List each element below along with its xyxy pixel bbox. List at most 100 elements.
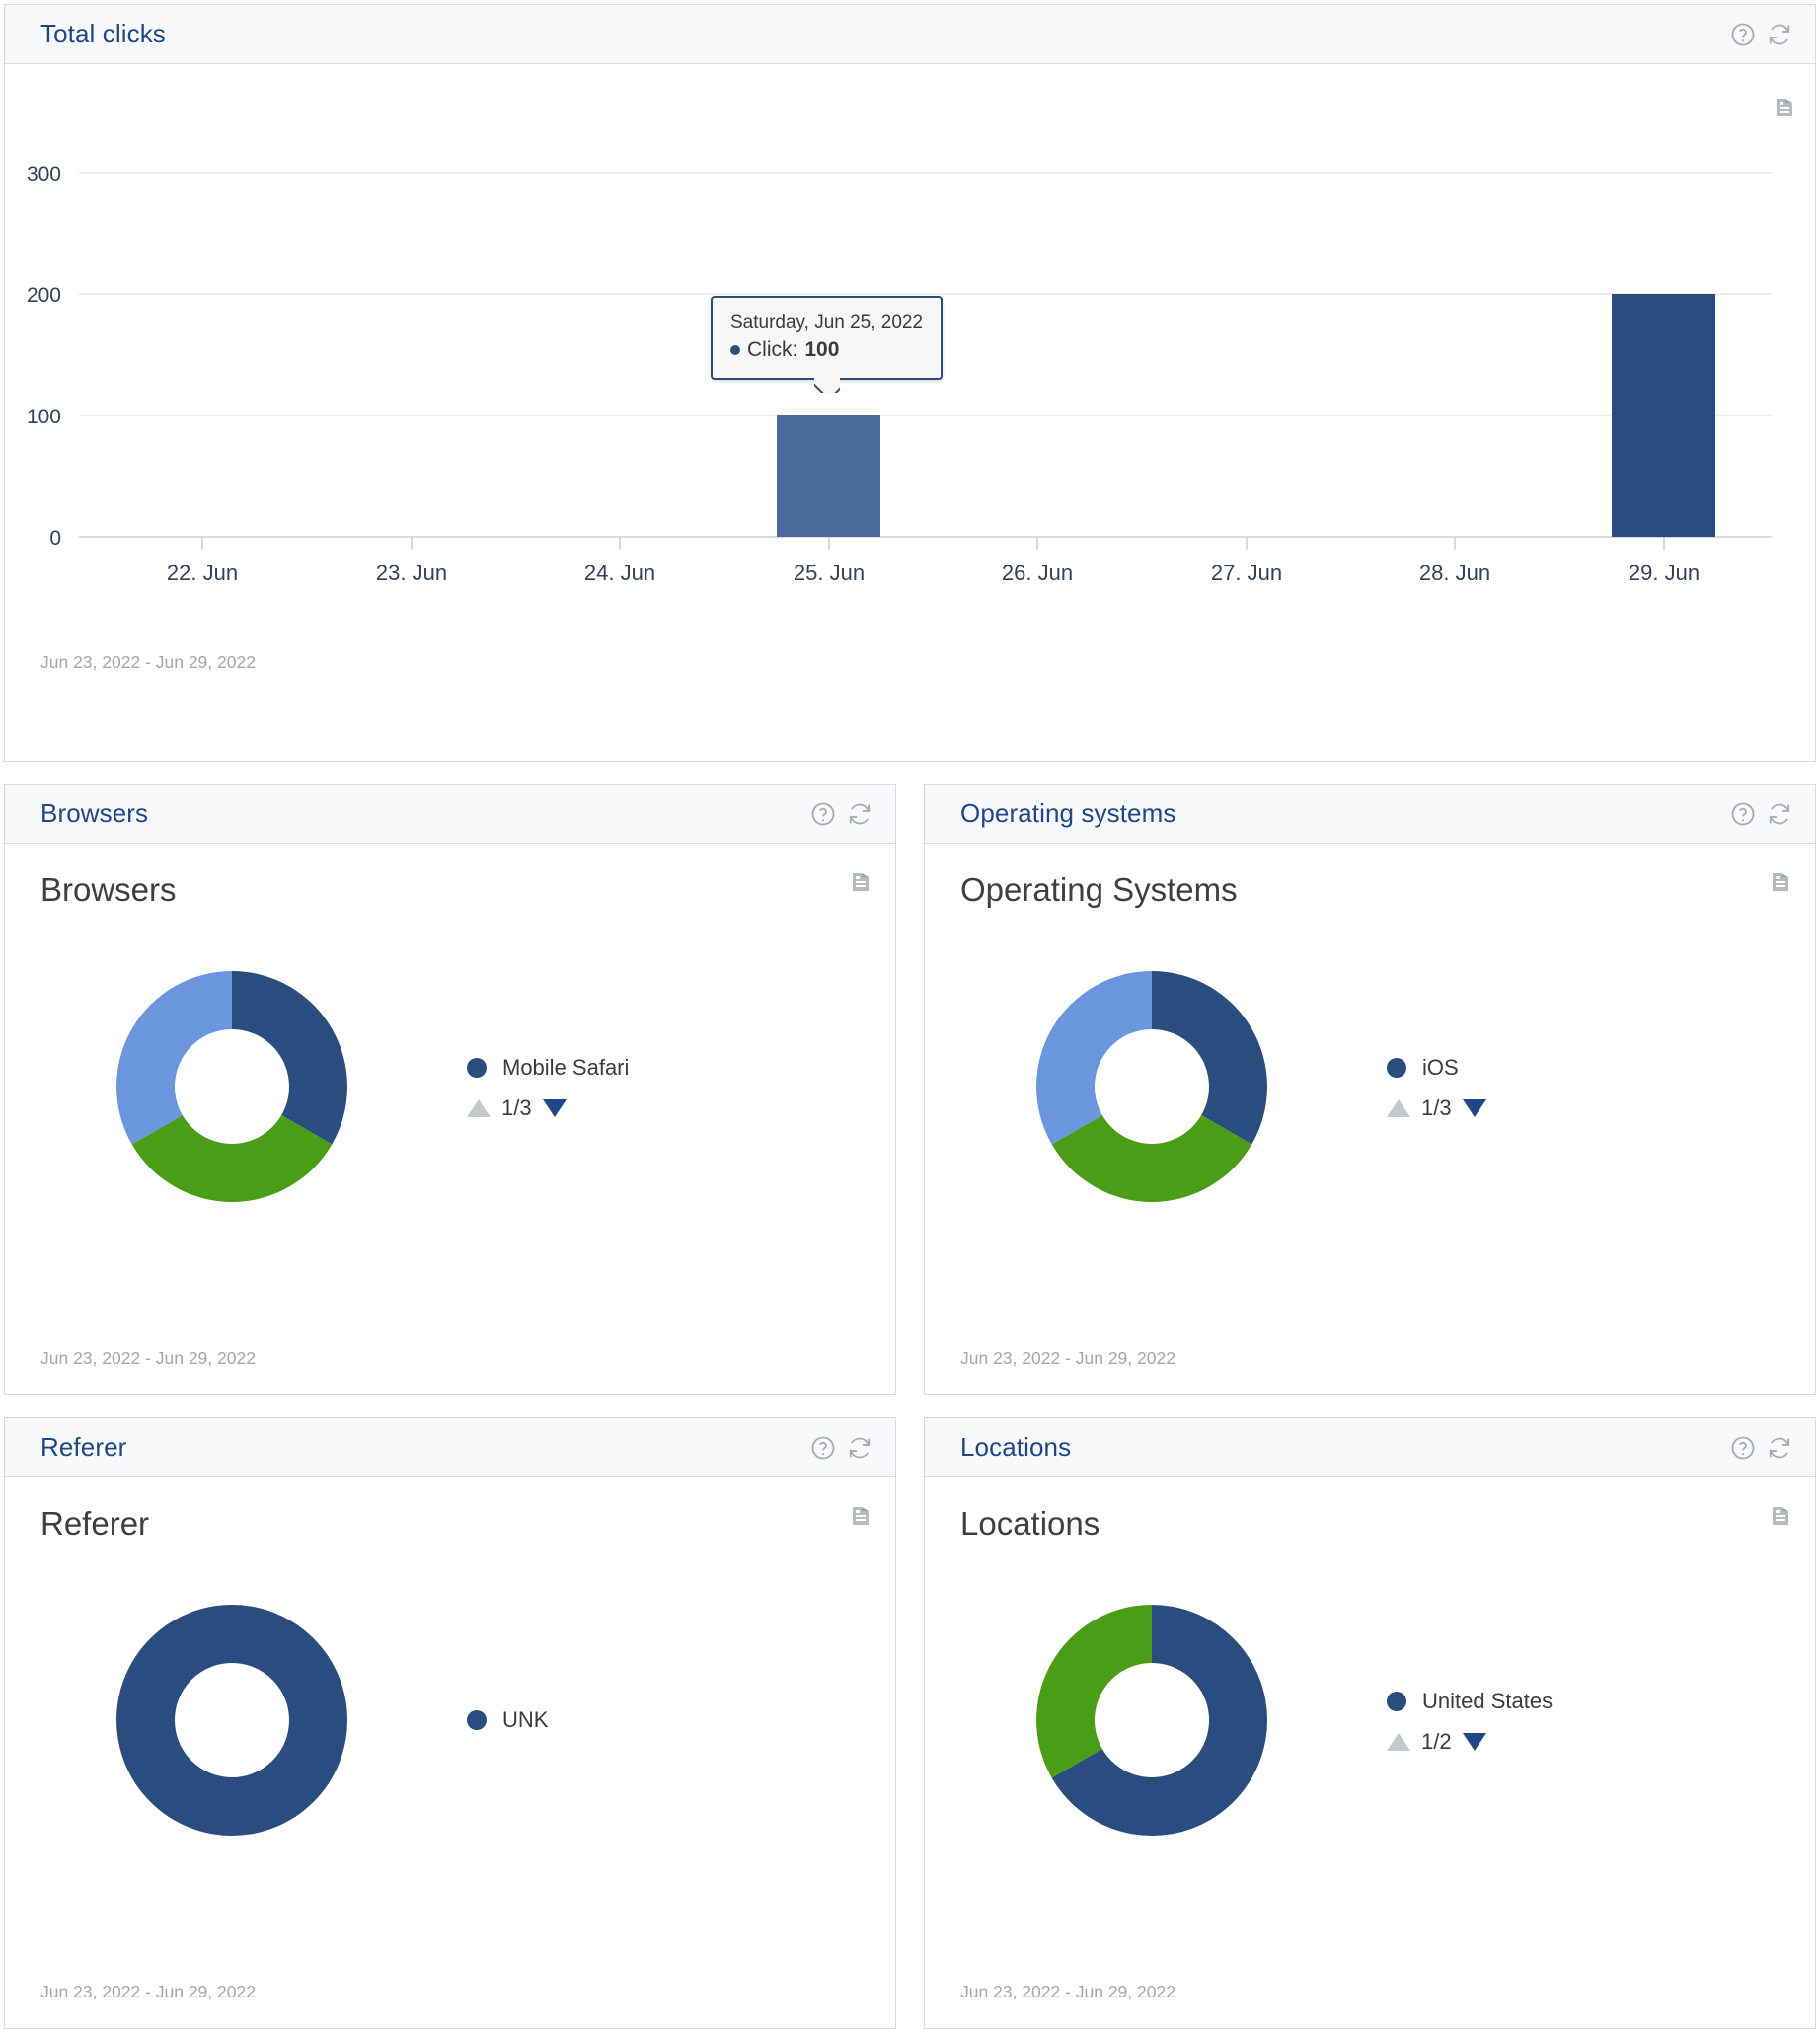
panel-header: Referer [5, 1418, 895, 1477]
donut-and-legend: UNK [5, 1572, 895, 1868]
tooltip-date: Saturday, Jun 25, 2022 [730, 312, 924, 333]
panel-header-icons [1729, 21, 1793, 48]
chart-title: Referer [40, 1505, 150, 1542]
legend-dot-icon [467, 1710, 487, 1730]
refresh-icon[interactable] [846, 1434, 873, 1462]
chart-title: Browsers [40, 871, 177, 908]
panel-title: Total clicks [40, 19, 166, 48]
browsers-panel: Browsers Browsers [4, 784, 896, 1395]
donut-and-legend: iOS 1/3 [925, 939, 1815, 1235]
svg-text:100: 100 [27, 406, 61, 428]
refresh-icon[interactable] [1766, 1434, 1793, 1462]
locations-donut[interactable] [925, 1595, 1379, 1846]
legend-pager: 1/2 [1387, 1729, 1815, 1755]
browsers-chart: Browsers [5, 844, 895, 1394]
date-range-label: Jun 23, 2022 - Jun 29, 2022 [960, 1982, 1175, 2001]
legend-pager: 1/3 [467, 1095, 895, 1121]
export-menu-icon[interactable] [1776, 97, 1793, 118]
refresh-icon[interactable] [846, 800, 873, 828]
help-circle-icon[interactable] [809, 1434, 837, 1462]
operating-systems-panel: Operating systems Operat [924, 784, 1816, 1395]
triangle-up-icon[interactable] [467, 1098, 491, 1117]
triangle-up-icon[interactable] [1387, 1098, 1410, 1117]
clicks-plot-area[interactable]: 300 200 100 0 [5, 64, 1815, 701]
refresh-icon[interactable] [1766, 800, 1793, 828]
referer-panel: Referer Referer [4, 1417, 896, 2029]
export-menu-icon[interactable] [852, 871, 870, 893]
panel-header-icons [809, 1434, 873, 1462]
legend-item[interactable]: United States [1387, 1687, 1815, 1716]
triangle-down-icon[interactable] [1462, 1732, 1486, 1751]
date-range-label: Jun 23, 2022 - Jun 29, 2022 [960, 1348, 1175, 1368]
donut-and-legend: United States 1/2 [925, 1572, 1815, 1868]
svg-text:27. Jun: 27. Jun [1211, 561, 1282, 585]
panel-title: Browsers [40, 798, 149, 828]
legend-dot-icon [1387, 1691, 1406, 1711]
browsers-legend: Mobile Safari 1/3 [459, 1053, 895, 1121]
analytics-row-1: Browsers Browsers [4, 784, 1816, 1395]
svg-text:28. Jun: 28. Jun [1419, 561, 1490, 585]
date-range-label: Jun 23, 2022 - Jun 29, 2022 [40, 652, 256, 672]
export-menu-icon[interactable] [852, 1505, 870, 1527]
panel-title: Operating systems [960, 798, 1176, 828]
date-range-label: Jun 23, 2022 - Jun 29, 2022 [40, 1982, 256, 2001]
operating-systems-legend: iOS 1/3 [1379, 1053, 1815, 1121]
help-circle-icon[interactable] [1729, 1434, 1757, 1462]
svg-text:22. Jun: 22. Jun [167, 561, 238, 585]
legend-label: UNK [502, 1707, 549, 1732]
panel-header-icons [1729, 800, 1793, 828]
svg-text:300: 300 [27, 163, 61, 186]
chart-title: Locations [960, 1505, 1100, 1542]
legend-dot-icon [467, 1057, 487, 1078]
legend-item[interactable]: UNK [467, 1705, 895, 1735]
help-circle-icon[interactable] [809, 800, 837, 828]
legend-pager-count: 1/2 [1421, 1728, 1452, 1754]
panel-header: Total clicks [5, 5, 1815, 64]
panel-header: Browsers [5, 785, 895, 844]
operating-systems-donut[interactable] [925, 961, 1379, 1212]
svg-text:200: 200 [27, 284, 61, 307]
browsers-donut[interactable] [5, 961, 459, 1212]
legend-pager-count: 1/3 [501, 1094, 532, 1120]
help-circle-icon[interactable] [1729, 21, 1757, 48]
chart-tooltip: Saturday, Jun 25, 2022 Click: 100 [711, 296, 944, 380]
refresh-icon[interactable] [1766, 21, 1793, 48]
panel-title: Locations [960, 1432, 1072, 1462]
date-range-label: Jun 23, 2022 - Jun 29, 2022 [40, 1348, 256, 1368]
legend-item[interactable]: Mobile Safari [467, 1053, 895, 1083]
referer-legend: UNK [459, 1705, 895, 1735]
tooltip-arrow [814, 378, 840, 393]
locations-panel: Locations Locations [924, 1417, 1816, 2029]
legend-label: iOS [1422, 1054, 1459, 1080]
triangle-down-icon[interactable] [1462, 1098, 1486, 1117]
locations-chart: Locations [925, 1477, 1815, 2028]
svg-text:23. Jun: 23. Jun [376, 561, 447, 585]
triangle-down-icon[interactable] [542, 1098, 567, 1117]
svg-text:26. Jun: 26. Jun [1002, 561, 1073, 585]
svg-text:24. Jun: 24. Jun [584, 561, 655, 585]
tooltip-series-label: Click: [747, 339, 798, 361]
export-menu-icon[interactable] [1772, 1505, 1789, 1527]
panel-header-icons [809, 800, 873, 828]
chart-title: Operating Systems [960, 871, 1238, 908]
panel-header: Operating systems [925, 785, 1815, 844]
total-clicks-panel: Total clicks [4, 4, 1816, 762]
triangle-up-icon[interactable] [1387, 1732, 1410, 1751]
legend-pager: 1/3 [1387, 1095, 1815, 1121]
panel-header: Locations [925, 1418, 1815, 1477]
legend-pager-count: 1/3 [1421, 1094, 1452, 1120]
help-circle-icon[interactable] [1729, 800, 1757, 828]
locations-legend: United States 1/2 [1379, 1687, 1815, 1755]
total-clicks-chart: 300 200 100 0 [5, 64, 1815, 701]
export-menu-icon[interactable] [1772, 871, 1789, 893]
legend-item[interactable]: iOS [1387, 1053, 1815, 1083]
panel-title: Referer [40, 1432, 127, 1462]
svg-text:29. Jun: 29. Jun [1629, 561, 1700, 585]
referer-donut[interactable] [5, 1595, 459, 1846]
legend-dot-icon [1387, 1057, 1406, 1078]
legend-label: United States [1422, 1688, 1554, 1713]
tooltip-value-row: Click: 100 [730, 336, 923, 365]
tooltip-series-dot-icon [730, 345, 740, 355]
svg-text:0: 0 [49, 527, 61, 550]
analytics-row-2: Referer Referer [4, 1417, 1816, 2029]
